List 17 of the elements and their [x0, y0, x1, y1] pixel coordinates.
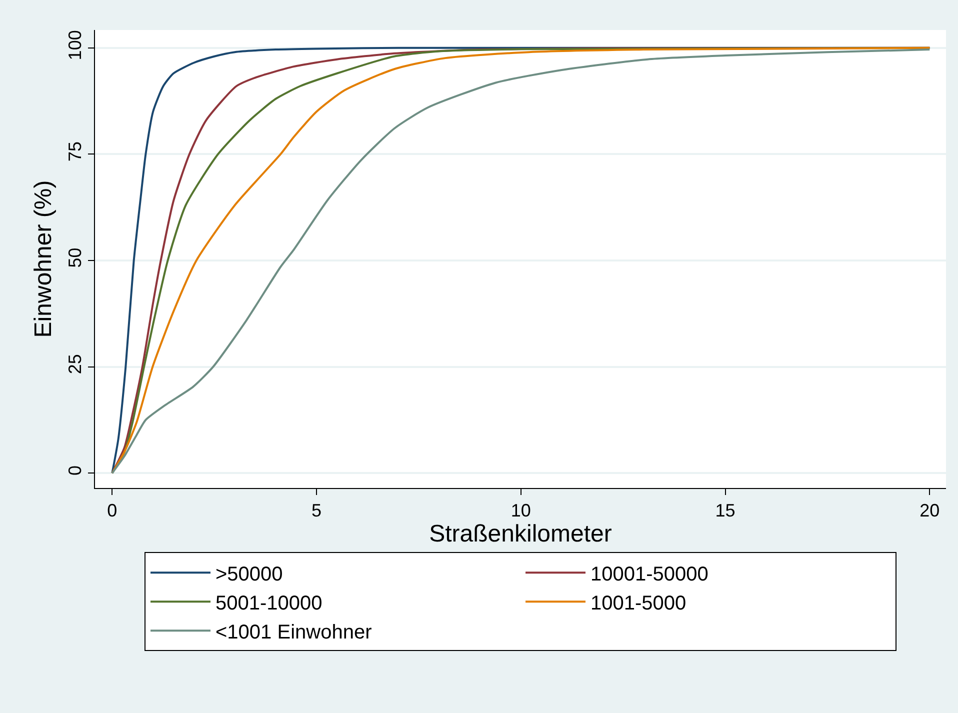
y-axis-title: Einwohner (%)	[30, 180, 57, 338]
x-tick-label: 0	[107, 500, 118, 521]
x-axis-title: Straßenkilometer	[429, 520, 612, 548]
legend-label: 5001-10000	[216, 592, 322, 614]
y-tick-label: 0	[64, 465, 85, 476]
x-tick-label: 10	[510, 500, 531, 521]
y-tick-label: 25	[64, 354, 85, 374]
legend-label: 10001-50000	[590, 563, 708, 586]
y-tick-label: 75	[64, 141, 85, 162]
x-tick-label: 20	[920, 500, 940, 521]
x-tick-label: 15	[715, 500, 736, 521]
legend-label: 1001-5000	[590, 592, 686, 614]
y-tick-label: 100	[64, 30, 85, 60]
legend-label: >50000	[216, 563, 283, 586]
y-tick-label: 50	[64, 248, 85, 268]
legend-label: <1001 Einwohner	[216, 621, 372, 644]
x-tick-label: 5	[312, 500, 322, 521]
